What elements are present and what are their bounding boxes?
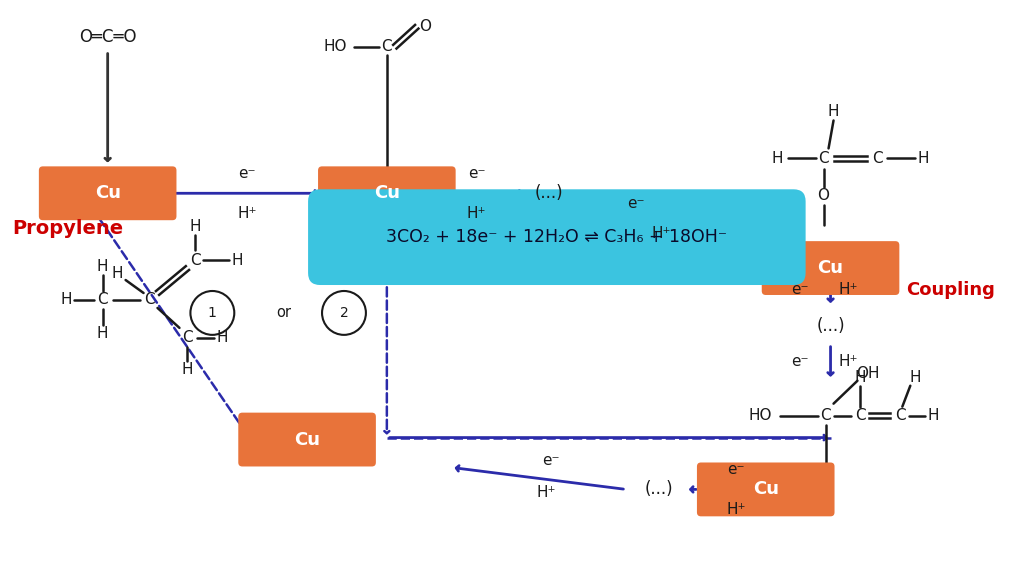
Text: H: H [828,104,839,119]
Text: C: C [855,408,866,423]
Text: H: H [772,151,783,166]
Text: H: H [854,370,867,386]
Text: HO: HO [749,408,772,423]
Text: H: H [917,151,929,166]
Text: or: or [276,305,292,320]
Text: HO: HO [323,39,346,54]
Text: e⁻: e⁻ [239,166,256,181]
Text: O: O [818,188,830,203]
Text: C: C [872,151,883,166]
Text: e⁻: e⁻ [627,196,645,211]
Text: Cu: Cu [753,480,778,498]
Text: H⁺: H⁺ [466,206,487,221]
Text: e⁻: e⁻ [543,453,560,468]
Text: H: H [190,218,201,234]
Text: H⁺: H⁺ [838,354,859,369]
Text: C: C [820,408,831,423]
FancyBboxPatch shape [318,166,455,220]
Text: H: H [928,408,939,423]
Text: e⁻: e⁻ [467,166,486,181]
Text: C: C [818,151,829,166]
Text: H: H [182,362,193,377]
Text: e⁻: e⁻ [791,354,809,369]
Text: C: C [382,39,392,54]
Text: H⁺: H⁺ [651,225,671,240]
Text: H: H [909,370,922,386]
Text: C: C [190,253,201,268]
Text: Propylene: Propylene [12,218,123,238]
Text: 3CO₂ + 18e⁻ + 12H₂O ⇌ C₃H₆ + 18OH⁻: 3CO₂ + 18e⁻ + 12H₂O ⇌ C₃H₆ + 18OH⁻ [386,228,727,246]
Text: e⁻: e⁻ [727,462,745,477]
Text: e⁻: e⁻ [791,283,809,298]
Text: H: H [216,331,228,346]
Text: 1: 1 [208,306,216,320]
Text: H: H [60,292,71,307]
Text: Cu: Cu [374,184,400,202]
Text: C: C [182,331,193,346]
Text: H⁺: H⁺ [838,283,859,298]
FancyBboxPatch shape [308,189,806,285]
Text: H⁺: H⁺ [536,485,556,500]
Text: O: O [419,19,431,34]
Text: (...): (...) [535,184,564,202]
Text: C: C [895,408,905,423]
FancyBboxPatch shape [239,413,376,466]
Text: C: C [98,292,108,307]
Text: (...): (...) [645,480,674,498]
FancyBboxPatch shape [697,462,834,516]
Text: H⁺: H⁺ [238,206,257,221]
Text: Cu: Cu [294,431,320,449]
Text: C: C [144,292,154,307]
Text: 2: 2 [339,306,348,320]
Text: H: H [112,265,123,280]
Text: H: H [232,253,243,268]
Text: O═C═O: O═C═O [79,28,136,46]
Text: H: H [97,327,109,342]
Text: Coupling: Coupling [905,281,995,299]
Text: H⁺: H⁺ [726,502,746,517]
FancyBboxPatch shape [39,166,177,220]
FancyBboxPatch shape [762,241,899,295]
Text: OH: OH [855,366,879,381]
Text: Cu: Cu [818,259,843,277]
Text: (...): (...) [816,317,845,335]
Text: Cu: Cu [94,184,121,202]
Text: H: H [97,258,109,273]
